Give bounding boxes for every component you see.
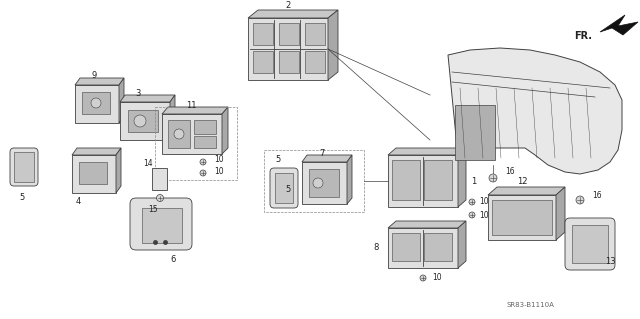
- Text: 14: 14: [143, 159, 153, 167]
- Bar: [75, 85, 119, 123]
- Polygon shape: [488, 187, 565, 195]
- Bar: [305, 23, 325, 45]
- Bar: [248, 18, 328, 80]
- Polygon shape: [458, 148, 466, 207]
- Text: 7: 7: [319, 149, 324, 158]
- Circle shape: [157, 195, 163, 202]
- Bar: [388, 155, 458, 207]
- FancyBboxPatch shape: [10, 148, 38, 186]
- Bar: [264, 150, 364, 212]
- Bar: [79, 162, 107, 184]
- Circle shape: [420, 275, 426, 281]
- Bar: [572, 225, 608, 263]
- Bar: [194, 120, 216, 134]
- Bar: [168, 120, 190, 148]
- Text: 10: 10: [214, 167, 224, 175]
- Circle shape: [489, 174, 497, 182]
- Polygon shape: [162, 107, 228, 114]
- Polygon shape: [600, 15, 638, 35]
- Polygon shape: [222, 107, 228, 154]
- Text: 1: 1: [472, 176, 477, 186]
- Bar: [392, 160, 420, 200]
- Text: 9: 9: [92, 71, 97, 80]
- Text: 5: 5: [19, 192, 24, 202]
- Text: FR.: FR.: [574, 31, 592, 41]
- Polygon shape: [347, 155, 352, 204]
- FancyBboxPatch shape: [270, 168, 298, 208]
- Bar: [279, 51, 299, 73]
- Polygon shape: [170, 95, 175, 140]
- Text: 12: 12: [516, 176, 527, 186]
- FancyBboxPatch shape: [130, 198, 192, 250]
- Text: 3: 3: [135, 88, 141, 98]
- Bar: [392, 233, 420, 261]
- Circle shape: [313, 178, 323, 188]
- Polygon shape: [248, 10, 338, 18]
- Bar: [120, 102, 170, 140]
- Bar: [424, 233, 452, 261]
- Bar: [424, 160, 452, 200]
- Polygon shape: [388, 221, 466, 228]
- Text: 11: 11: [186, 100, 196, 109]
- Text: 10: 10: [432, 273, 442, 283]
- Circle shape: [576, 196, 584, 204]
- Polygon shape: [388, 148, 466, 155]
- Text: 16: 16: [592, 190, 602, 199]
- Bar: [455, 105, 495, 160]
- Bar: [72, 155, 116, 193]
- Bar: [302, 162, 347, 204]
- Polygon shape: [445, 48, 622, 198]
- Text: 2: 2: [285, 2, 291, 11]
- Bar: [162, 114, 222, 154]
- Text: 15: 15: [148, 205, 158, 214]
- Text: 4: 4: [76, 197, 81, 206]
- Bar: [194, 136, 216, 148]
- Polygon shape: [116, 148, 121, 193]
- Bar: [152, 168, 167, 190]
- Polygon shape: [75, 78, 124, 85]
- Circle shape: [174, 129, 184, 139]
- Text: 16: 16: [505, 167, 515, 176]
- Circle shape: [134, 115, 146, 127]
- Bar: [142, 208, 182, 243]
- Polygon shape: [458, 221, 466, 268]
- Text: 5: 5: [275, 155, 280, 165]
- Bar: [253, 51, 273, 73]
- Circle shape: [200, 159, 206, 165]
- Polygon shape: [556, 187, 565, 240]
- Polygon shape: [120, 95, 175, 102]
- Circle shape: [200, 170, 206, 176]
- Text: SR83-B1110A: SR83-B1110A: [506, 302, 554, 308]
- Circle shape: [469, 212, 475, 218]
- Circle shape: [469, 199, 475, 205]
- Bar: [82, 92, 110, 114]
- Text: 13: 13: [605, 257, 615, 266]
- Bar: [275, 173, 293, 203]
- Bar: [128, 110, 158, 132]
- Polygon shape: [302, 155, 352, 162]
- Bar: [279, 23, 299, 45]
- Text: 6: 6: [170, 255, 176, 263]
- Bar: [488, 195, 556, 240]
- Text: 8: 8: [373, 243, 379, 253]
- Bar: [155, 107, 237, 180]
- Text: 10: 10: [214, 155, 224, 165]
- Polygon shape: [328, 10, 338, 80]
- Text: 10: 10: [479, 197, 489, 206]
- Text: 10: 10: [479, 211, 489, 219]
- Polygon shape: [72, 148, 121, 155]
- Bar: [309, 169, 339, 197]
- Bar: [253, 23, 273, 45]
- Bar: [492, 200, 552, 235]
- Text: 5: 5: [285, 186, 291, 195]
- Bar: [305, 51, 325, 73]
- FancyBboxPatch shape: [565, 218, 615, 270]
- Circle shape: [91, 98, 101, 108]
- Polygon shape: [119, 78, 124, 123]
- Bar: [388, 228, 458, 268]
- Bar: [14, 152, 34, 182]
